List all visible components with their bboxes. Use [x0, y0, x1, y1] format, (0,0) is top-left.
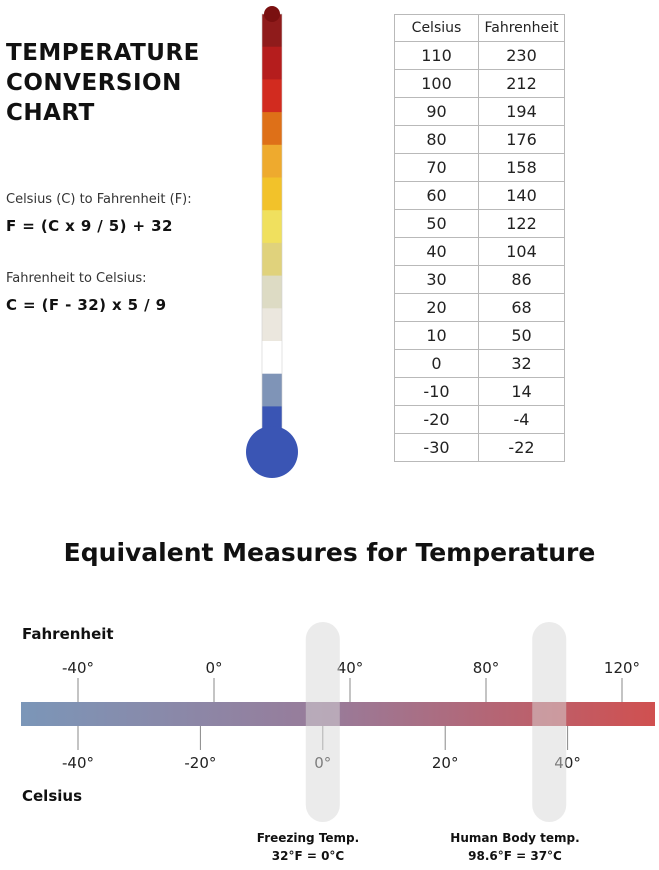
fahrenheit-scale-label: Fahrenheit	[22, 625, 114, 643]
celsius-cell: -10	[394, 377, 479, 406]
celsius-cell: 60	[394, 181, 479, 210]
celsius-cell: 70	[394, 153, 479, 182]
celsius-tick-label: 20°	[432, 754, 459, 772]
conversion-table: Celsius Fahrenheit 110 230 100 212 90 194 80 17…	[394, 14, 565, 462]
celsius-tick-label: -40°	[62, 754, 94, 772]
fahrenheit-cell: -4	[478, 405, 565, 434]
celsius-cell: 40	[394, 237, 479, 266]
fahrenheit-cell: 86	[478, 265, 565, 294]
thermometer-segment	[262, 112, 282, 146]
celsius-cell: 0	[394, 349, 479, 378]
fahrenheit-tick-label: 80°	[473, 659, 500, 677]
fahrenheit-cell: 230	[478, 41, 565, 70]
fahrenheit-cell: 212	[478, 69, 565, 98]
fahrenheit-tick-label: 40°	[337, 659, 364, 677]
celsius-scale-label: Celsius	[22, 787, 82, 805]
thermometer-bulb	[246, 426, 298, 478]
body-caption: Human Body temp. 98.6°F = 37°C	[430, 829, 600, 865]
fahrenheit-cell: 104	[478, 237, 565, 266]
celsius-cell: 110	[394, 41, 479, 70]
fahrenheit-ticks: -40° 0° 40° 80° 120°	[62, 659, 640, 702]
fahrenheit-cell: 14	[478, 377, 565, 406]
fahrenheit-cell: 176	[478, 125, 565, 154]
thermometer-segment	[262, 144, 282, 179]
freezing-caption-value: 32°F = 0°C	[271, 849, 345, 863]
chart-title: TEMPERATURE CONVERSION CHART	[6, 38, 236, 128]
celsius-cell: 80	[394, 125, 479, 154]
table-row: 70 158	[394, 153, 565, 182]
thermometer-segment	[262, 177, 282, 211]
celsius-cell: -30	[394, 433, 479, 462]
thermometer-segment	[262, 308, 282, 342]
table-header-row: Celsius Fahrenheit	[394, 14, 565, 42]
table-row: 0 32	[394, 349, 565, 378]
body-caption-value: 98.6°F = 37°C	[468, 849, 562, 863]
fahrenheit-cell: 122	[478, 209, 565, 238]
table-row: 50 122	[394, 209, 565, 238]
table-row: 100 212	[394, 69, 565, 98]
table-row: 40 104	[394, 237, 565, 266]
fahrenheit-tick-label: 0°	[205, 659, 222, 677]
fahrenheit-cell: 140	[478, 181, 565, 210]
thermometer	[246, 6, 298, 478]
celsius-tick-label: -20°	[184, 754, 216, 772]
f-to-c-label: Fahrenheit to Celsius:	[6, 271, 147, 286]
celsius-cell: 90	[394, 97, 479, 126]
thermometer-tube	[261, 13, 283, 440]
fahrenheit-cell: 68	[478, 293, 565, 322]
equivalents-title: Equivalent Measures for Temperature	[63, 538, 596, 567]
thermometer-segment	[262, 46, 282, 80]
fahrenheit-tick-label: 120°	[604, 659, 640, 677]
table-row: -30 -22	[394, 433, 565, 462]
table-row: -20 -4	[394, 405, 565, 434]
thermometer-segment	[262, 210, 282, 244]
celsius-cell: 20	[394, 293, 479, 322]
fahrenheit-cell: 158	[478, 153, 565, 182]
table-row: 90 194	[394, 97, 565, 126]
temperature-scale: -40° 0° 40° 80° 120° -40° -20° 0° 20° 40°	[21, 622, 655, 822]
title-line-2: CONVERSION	[6, 70, 182, 96]
thermometer-segment	[262, 275, 282, 309]
fahrenheit-cell: 194	[478, 97, 565, 126]
body-caption-title: Human Body temp.	[450, 831, 580, 845]
celsius-header: Celsius	[394, 14, 479, 42]
c-to-f-label: Celsius (C) to Fahrenheit (F):	[6, 192, 192, 207]
table-row: 60 140	[394, 181, 565, 210]
f-to-c-formula: C = (F - 32) x 5 / 9	[6, 296, 167, 314]
table-row: 20 68	[394, 293, 565, 322]
celsius-cell: 100	[394, 69, 479, 98]
table-row: 80 176	[394, 125, 565, 154]
celsius-cell: 30	[394, 265, 479, 294]
thermometer-segment	[262, 14, 282, 48]
fahrenheit-header: Fahrenheit	[478, 14, 565, 42]
table-row: -10 14	[394, 377, 565, 406]
table-row: 30 86	[394, 265, 565, 294]
thermometer-segment	[262, 373, 282, 407]
title-line-1: TEMPERATURE	[6, 40, 200, 66]
celsius-cell: -20	[394, 405, 479, 434]
fahrenheit-cell: -22	[478, 433, 565, 462]
freezing-caption-title: Freezing Temp.	[256, 831, 360, 845]
fahrenheit-cell: 50	[478, 321, 565, 350]
table-row: 10 50	[394, 321, 565, 350]
fahrenheit-tick-label: -40°	[62, 659, 94, 677]
body-temp-highlight	[532, 622, 567, 822]
c-to-f-formula: F = (C x 9 / 5) + 32	[6, 217, 173, 235]
table-row: 110 230	[394, 41, 565, 70]
fahrenheit-cell: 32	[478, 349, 565, 378]
celsius-cell: 10	[394, 321, 479, 350]
celsius-cell: 50	[394, 209, 479, 238]
title-line-3: CHART	[6, 100, 95, 126]
freezing-highlight	[305, 622, 340, 822]
thermometer-segment	[262, 341, 282, 375]
thermometer-segment	[262, 79, 282, 113]
thermometer-segment	[262, 242, 282, 277]
thermometer-cap	[264, 6, 280, 22]
freezing-caption: Freezing Temp. 32°F = 0°C	[228, 829, 388, 865]
